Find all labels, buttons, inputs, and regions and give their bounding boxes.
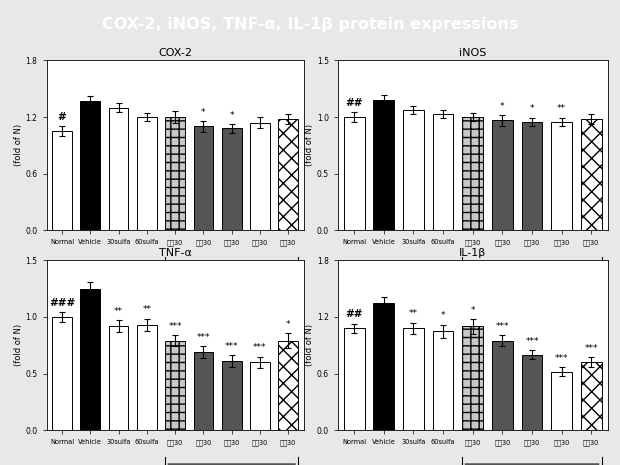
Bar [81, 101, 100, 230]
Text: ***: *** [585, 344, 598, 353]
Bar [492, 340, 513, 430]
Bar [278, 119, 298, 230]
Bar [193, 126, 213, 230]
Bar [521, 355, 542, 430]
Bar [278, 341, 298, 430]
Text: ***: *** [555, 354, 569, 363]
Text: COX-2, iNOS, TNF-α, IL-1β protein expressions: COX-2, iNOS, TNF-α, IL-1β protein expres… [102, 17, 518, 32]
Bar [344, 328, 365, 430]
Text: ###: ### [49, 298, 75, 308]
Text: *: * [201, 108, 206, 117]
Bar [463, 117, 483, 230]
Y-axis label: (fold of N): (fold of N) [305, 124, 314, 166]
Title: COX-2: COX-2 [158, 48, 192, 58]
Text: **: ** [114, 307, 123, 316]
Text: ***: *** [495, 322, 509, 331]
Y-axis label: (fold of N): (fold of N) [305, 324, 314, 366]
Text: *: * [229, 111, 234, 120]
Bar [403, 328, 424, 430]
Text: ***: *** [225, 342, 239, 351]
Bar [403, 110, 424, 230]
Bar [250, 123, 270, 230]
Text: *: * [441, 311, 445, 320]
Bar [492, 120, 513, 230]
Y-axis label: (fold of N): (fold of N) [14, 124, 22, 166]
Bar [551, 121, 572, 230]
Text: +30sulfa mixture: +30sulfa mixture [198, 279, 265, 288]
Text: ##: ## [345, 309, 363, 319]
Title: IL-1β: IL-1β [459, 248, 486, 258]
Text: ***: *** [525, 337, 539, 346]
Text: ***: *** [253, 343, 267, 352]
Text: ***: *** [169, 322, 182, 331]
Text: *: * [471, 306, 475, 315]
Text: **: ** [557, 104, 566, 113]
Bar [137, 117, 157, 230]
Bar [193, 352, 213, 430]
Text: ***: *** [197, 333, 210, 342]
Y-axis label: (fold of N): (fold of N) [14, 324, 22, 366]
Bar [463, 326, 483, 430]
Bar [166, 117, 185, 230]
Text: **: ** [143, 306, 151, 314]
Bar [581, 362, 601, 430]
Bar [52, 317, 72, 430]
Bar [551, 372, 572, 430]
Text: +30sulfa mixture: +30sulfa mixture [498, 279, 565, 288]
Bar [373, 100, 394, 230]
Bar [521, 121, 542, 230]
Bar [222, 361, 242, 430]
Bar [222, 128, 242, 230]
Bar [433, 113, 453, 230]
Bar [137, 325, 157, 430]
Text: ##: ## [345, 98, 363, 108]
Bar [108, 326, 128, 430]
Text: *: * [529, 104, 534, 113]
Text: *: * [286, 320, 291, 329]
Title: TNF-α: TNF-α [159, 248, 192, 258]
Bar [433, 331, 453, 430]
Bar [108, 107, 128, 230]
Bar [373, 303, 394, 430]
Title: iNOS: iNOS [459, 48, 487, 58]
Text: **: ** [409, 309, 418, 319]
Bar [250, 362, 270, 430]
Text: *: * [500, 102, 505, 111]
Bar [581, 120, 601, 230]
Bar [344, 117, 365, 230]
Text: #: # [58, 112, 66, 122]
Bar [166, 341, 185, 430]
Bar [81, 289, 100, 430]
Bar [52, 131, 72, 230]
